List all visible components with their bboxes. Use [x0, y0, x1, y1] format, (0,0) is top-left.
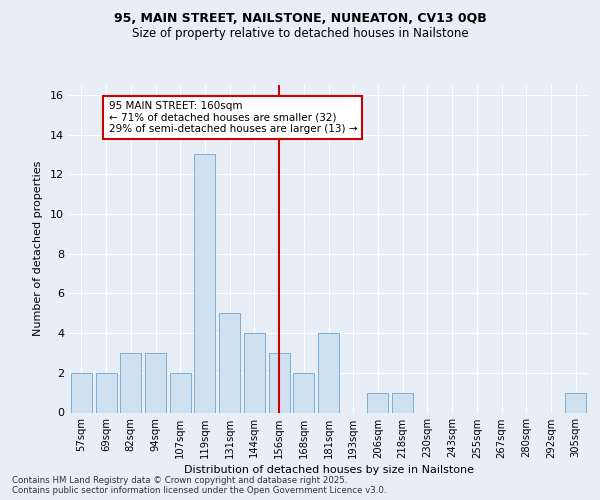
Y-axis label: Number of detached properties: Number of detached properties [33, 161, 43, 336]
Bar [565, 392, 586, 412]
Bar [318, 333, 339, 412]
Text: 95, MAIN STREET, NAILSTONE, NUNEATON, CV13 0QB: 95, MAIN STREET, NAILSTONE, NUNEATON, CV… [113, 12, 487, 26]
Bar [120, 353, 141, 412]
Bar [95, 373, 116, 412]
Bar [194, 154, 215, 412]
Bar [293, 373, 314, 412]
Bar [219, 314, 240, 412]
Text: Size of property relative to detached houses in Nailstone: Size of property relative to detached ho… [131, 28, 469, 40]
Bar [367, 392, 388, 412]
Bar [145, 353, 166, 412]
Bar [392, 392, 413, 412]
Bar [170, 373, 191, 412]
Bar [71, 373, 92, 412]
Text: Contains HM Land Registry data © Crown copyright and database right 2025.
Contai: Contains HM Land Registry data © Crown c… [12, 476, 386, 495]
Bar [269, 353, 290, 412]
Text: 95 MAIN STREET: 160sqm
← 71% of detached houses are smaller (32)
29% of semi-det: 95 MAIN STREET: 160sqm ← 71% of detached… [109, 101, 357, 134]
X-axis label: Distribution of detached houses by size in Nailstone: Distribution of detached houses by size … [184, 464, 473, 474]
Bar [244, 333, 265, 412]
